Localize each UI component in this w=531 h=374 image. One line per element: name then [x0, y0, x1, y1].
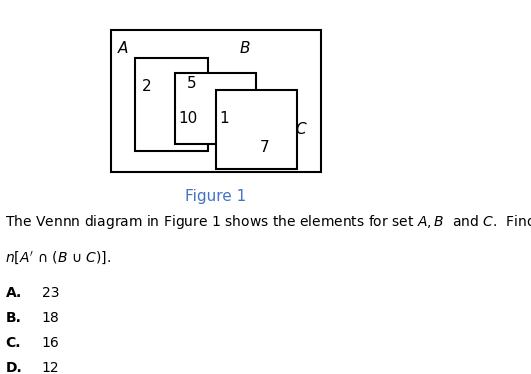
- Text: 12: 12: [42, 361, 59, 374]
- Text: $C$: $C$: [295, 122, 307, 137]
- Text: $n[A'$ ∩ $(B$ ∪ $C)]$.: $n[A'$ ∩ $(B$ ∪ $C)]$.: [5, 249, 112, 266]
- Text: 5: 5: [187, 76, 196, 91]
- Bar: [135, 58, 208, 151]
- Text: Figure 1: Figure 1: [185, 190, 246, 205]
- Text: D.: D.: [5, 361, 22, 374]
- Text: C.: C.: [5, 336, 21, 350]
- Text: 16: 16: [42, 336, 59, 350]
- Text: 2: 2: [142, 79, 152, 94]
- Bar: [110, 30, 321, 172]
- Text: $A$: $A$: [117, 40, 129, 56]
- Text: 1: 1: [219, 111, 229, 126]
- Text: A.: A.: [5, 286, 22, 300]
- Text: 10: 10: [178, 111, 197, 126]
- Text: 23: 23: [42, 286, 59, 300]
- Text: B.: B.: [5, 311, 21, 325]
- Bar: [175, 73, 256, 144]
- Text: 18: 18: [42, 311, 59, 325]
- Text: The Vennn diagram in Figure 1 shows the elements for set $A, B$  and $C$.  Find: The Vennn diagram in Figure 1 shows the …: [5, 213, 531, 231]
- Bar: [216, 90, 297, 169]
- Text: $B$: $B$: [238, 40, 250, 56]
- Text: 7: 7: [260, 140, 269, 155]
